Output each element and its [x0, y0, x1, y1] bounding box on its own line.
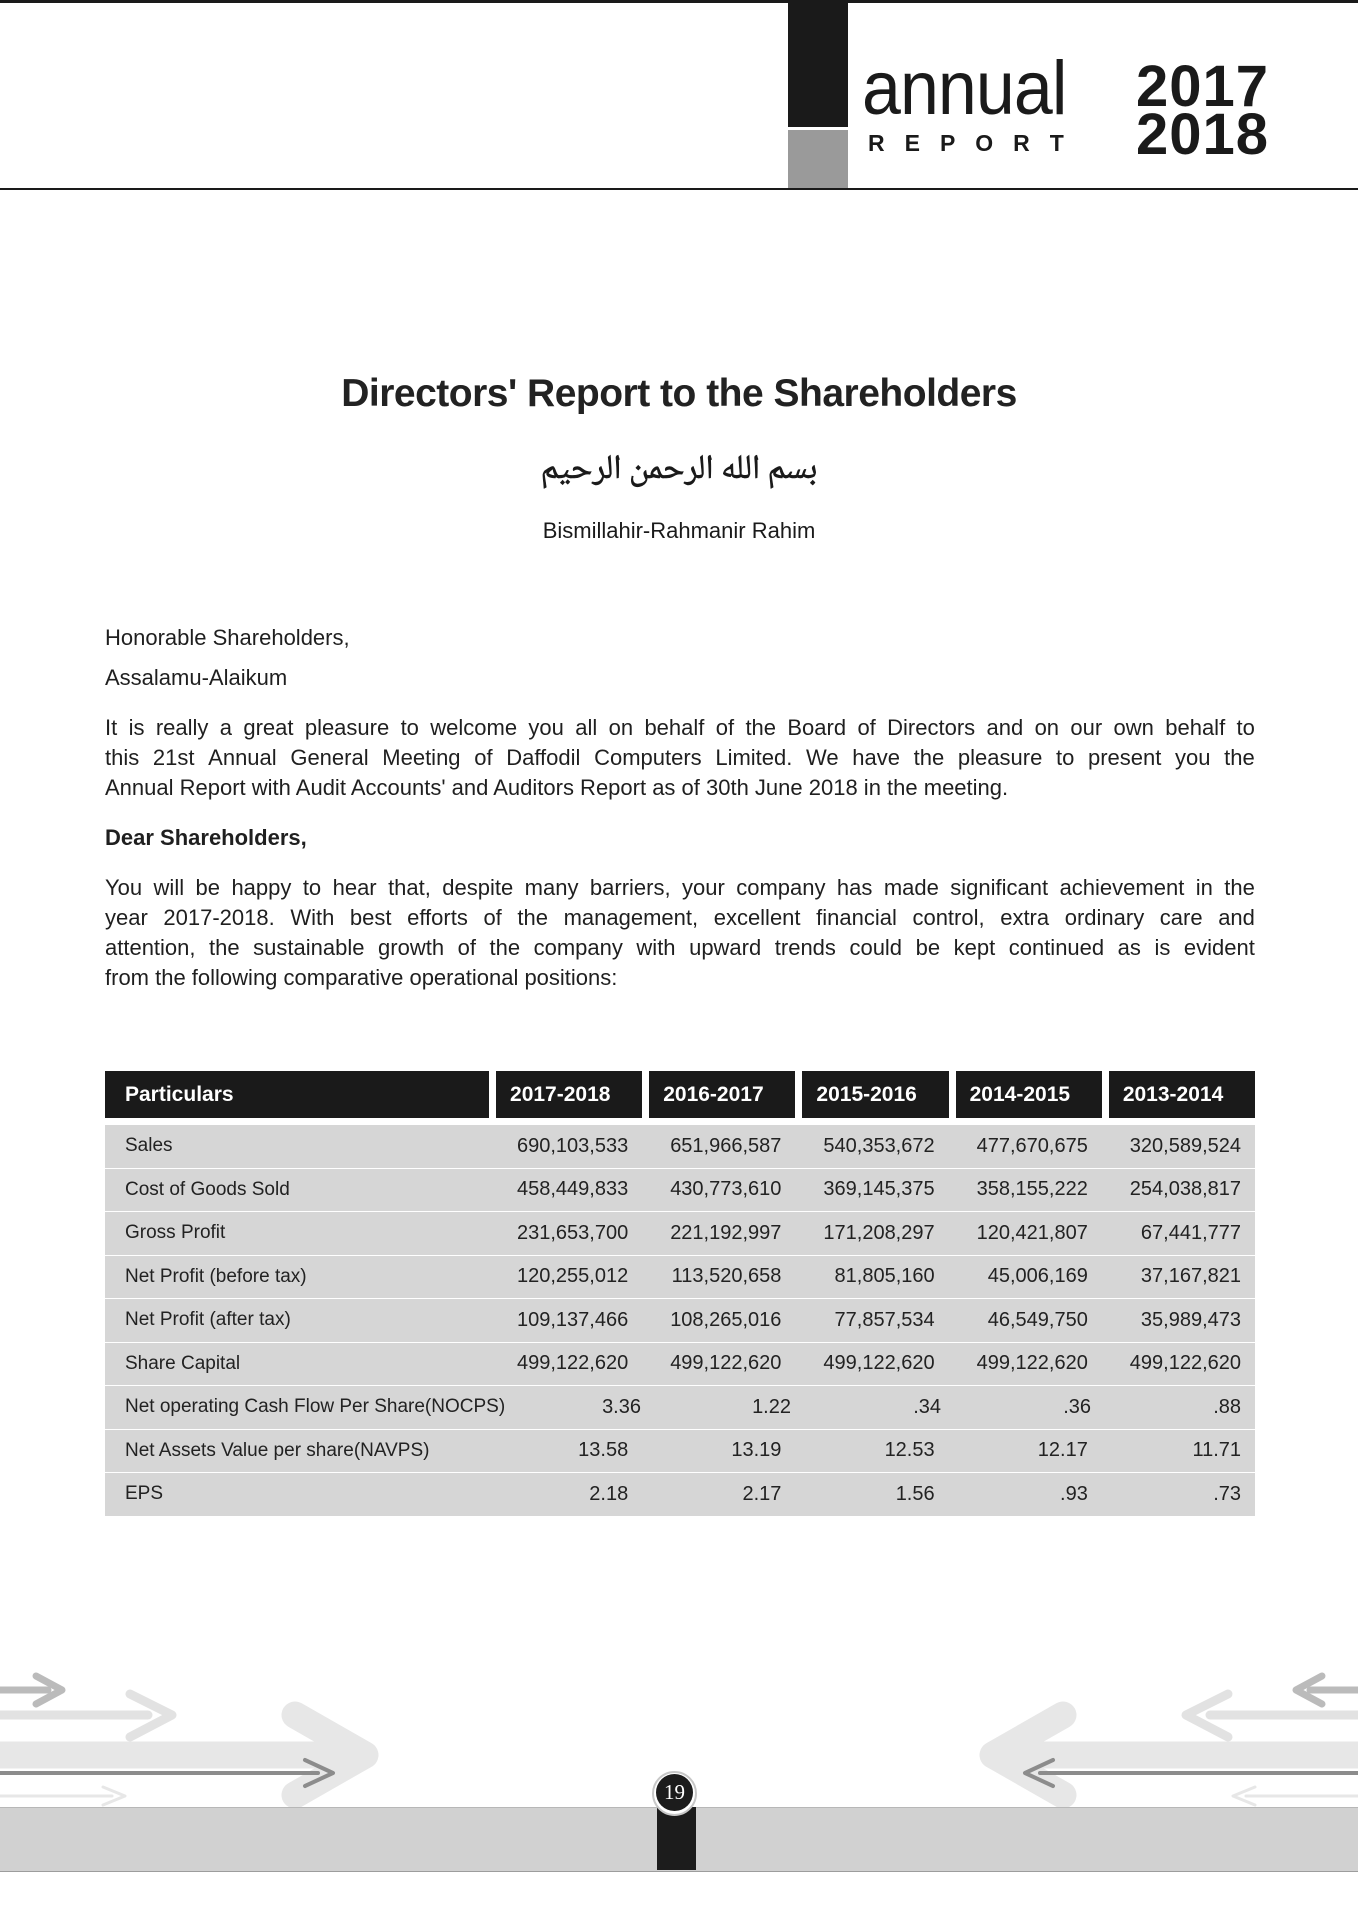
svg-text:بسم الله الرحمن الرحيم: بسم الله الرحمن الرحيم [541, 442, 818, 497]
